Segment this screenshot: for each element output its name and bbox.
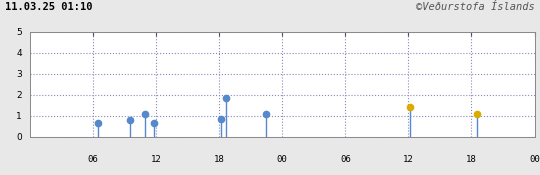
Text: 12: 12 xyxy=(403,155,414,164)
Text: 18: 18 xyxy=(466,155,477,164)
Text: 00: 00 xyxy=(277,155,287,164)
Text: 00: 00 xyxy=(529,155,540,164)
Text: 18: 18 xyxy=(214,155,225,164)
Text: 06: 06 xyxy=(87,155,98,164)
Text: 06: 06 xyxy=(340,155,350,164)
Text: 12: 12 xyxy=(151,155,161,164)
Text: ©Veðurstofa Íslands: ©Veðurstofa Íslands xyxy=(416,2,535,12)
Text: 11.03.25 01:10: 11.03.25 01:10 xyxy=(5,2,93,12)
